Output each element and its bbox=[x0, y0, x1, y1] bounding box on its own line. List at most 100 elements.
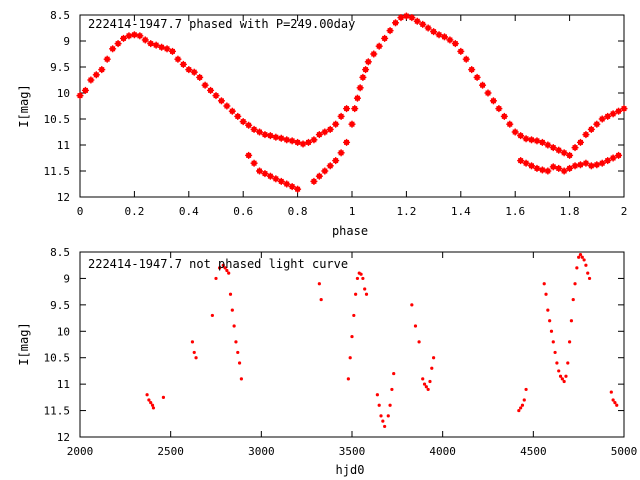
phased-y-tick-label: 8.5 bbox=[50, 9, 70, 22]
phased-x-tick-label: 2 bbox=[621, 205, 628, 218]
unphased-data-point bbox=[584, 263, 588, 267]
phased-data-point bbox=[593, 120, 601, 128]
unphased-data-point bbox=[239, 377, 243, 381]
unphased-data-point bbox=[586, 271, 590, 275]
unphased-data-point bbox=[571, 297, 575, 302]
unphased-data-point bbox=[426, 387, 430, 392]
phased-data-point bbox=[538, 138, 546, 146]
phased-data-point bbox=[566, 164, 574, 172]
unphased-data-point bbox=[375, 393, 379, 397]
unphased-data-point bbox=[558, 374, 563, 378]
unphased-x-tick-label: 2500 bbox=[157, 445, 184, 458]
phased-data-point bbox=[332, 120, 340, 128]
unphased-data-point bbox=[560, 377, 564, 381]
phased-data-point bbox=[522, 159, 530, 167]
unphased-data-point bbox=[161, 395, 166, 399]
unphased-data-point bbox=[609, 390, 613, 394]
unphased-data-point bbox=[236, 350, 240, 355]
phased-data-point bbox=[212, 92, 220, 100]
phased-data-point bbox=[114, 40, 122, 48]
phased-data-point bbox=[141, 36, 149, 44]
phased-data-point bbox=[435, 31, 443, 39]
phased-data-point bbox=[484, 89, 492, 97]
phased-data-point bbox=[544, 141, 552, 149]
phased-data-point bbox=[87, 76, 95, 84]
phased-data-point bbox=[223, 102, 231, 110]
phased-data-point bbox=[517, 157, 525, 165]
unphased-data-point bbox=[519, 406, 523, 410]
unphased-data-point bbox=[237, 361, 242, 365]
phased-data-point bbox=[424, 24, 432, 32]
phased-x-tick-label: 0.8 bbox=[288, 205, 308, 218]
phased-data-point bbox=[495, 105, 503, 113]
phased-data-point bbox=[152, 41, 160, 49]
unphased-data-point bbox=[355, 276, 360, 281]
phased-x-ticks: 0 0.2 0.4 0.6 0.8 1 1.2 1.4 1.6 1.8 2 bbox=[77, 15, 628, 218]
phased-data-point bbox=[587, 162, 595, 170]
phased-data-point bbox=[479, 81, 487, 89]
phased-data-point bbox=[440, 33, 448, 41]
phased-data-point bbox=[604, 112, 612, 120]
phased-data-point bbox=[245, 121, 253, 129]
unphased-data-point bbox=[379, 414, 383, 418]
unphased-data-point bbox=[381, 419, 385, 423]
phased-data-point bbox=[174, 55, 182, 63]
phased-data-point bbox=[190, 68, 198, 76]
unphased-data-point bbox=[386, 414, 390, 418]
phased-data-point bbox=[332, 157, 340, 165]
phased-data-point bbox=[538, 166, 546, 174]
phased-data-point bbox=[620, 105, 628, 113]
phased-data-point bbox=[326, 162, 334, 170]
unphased-data-point bbox=[522, 398, 526, 402]
phased-data-point bbox=[604, 157, 612, 165]
unphased-data-point bbox=[613, 401, 617, 405]
unphased-data-point bbox=[352, 313, 356, 318]
phased-data-point bbox=[130, 31, 138, 39]
phased-data-point bbox=[544, 167, 552, 175]
phased-data-point bbox=[272, 133, 280, 141]
phased-x-axis-label: phase bbox=[332, 224, 368, 238]
unphased-data-point bbox=[151, 406, 156, 410]
phased-x-tick-label: 1.8 bbox=[560, 205, 580, 218]
phased-data-point bbox=[593, 161, 601, 169]
unphased-data-point bbox=[555, 361, 559, 365]
unphased-data-point bbox=[578, 253, 583, 257]
phased-x-tick-label: 0.4 bbox=[179, 205, 199, 218]
unphased-data-point bbox=[214, 276, 218, 281]
unphased-y-tick-label: 8.5 bbox=[50, 246, 70, 259]
unphased-data-point bbox=[147, 398, 151, 402]
phased-data-point bbox=[555, 164, 563, 172]
phased-x-tick-label: 0.6 bbox=[233, 205, 253, 218]
phased-data-point bbox=[370, 50, 378, 58]
phased-data-point bbox=[533, 137, 541, 145]
phased-data-point bbox=[283, 136, 291, 144]
unphased-data-point bbox=[390, 387, 394, 392]
unphased-data-point bbox=[424, 385, 428, 389]
phased-data-point bbox=[277, 177, 285, 185]
phased-data-point bbox=[408, 14, 416, 22]
unphased-x-ticks: 2000 2500 3000 3500 4000 4500 5000 bbox=[67, 252, 637, 458]
unphased-x-tick-label: 2000 bbox=[67, 445, 94, 458]
phased-data-point bbox=[468, 66, 476, 74]
unphased-data-point bbox=[218, 266, 222, 270]
phased-data-point bbox=[375, 42, 383, 50]
phased-data-point bbox=[288, 137, 296, 145]
unphased-data-point bbox=[422, 382, 427, 386]
unphased-data-point bbox=[227, 271, 231, 275]
phased-data-point bbox=[217, 97, 225, 105]
phased-data-point bbox=[359, 73, 367, 81]
phased-data-point bbox=[304, 138, 312, 146]
phased-data-point bbox=[321, 128, 329, 136]
unphased-data-point bbox=[432, 356, 436, 360]
unphased-data-point bbox=[542, 282, 546, 286]
unphased-data-point bbox=[413, 324, 418, 328]
unphased-data-point bbox=[577, 255, 581, 259]
phased-y-ticks: 8.5 9 9.5 10 10.5 11 11.5 12 bbox=[44, 9, 624, 204]
phased-data-point bbox=[98, 66, 106, 74]
phased-data-point bbox=[582, 131, 590, 139]
unphased-data-point bbox=[549, 329, 554, 333]
phased-data-point bbox=[125, 32, 133, 40]
phased-points bbox=[76, 12, 628, 193]
phased-data-point bbox=[609, 154, 617, 162]
